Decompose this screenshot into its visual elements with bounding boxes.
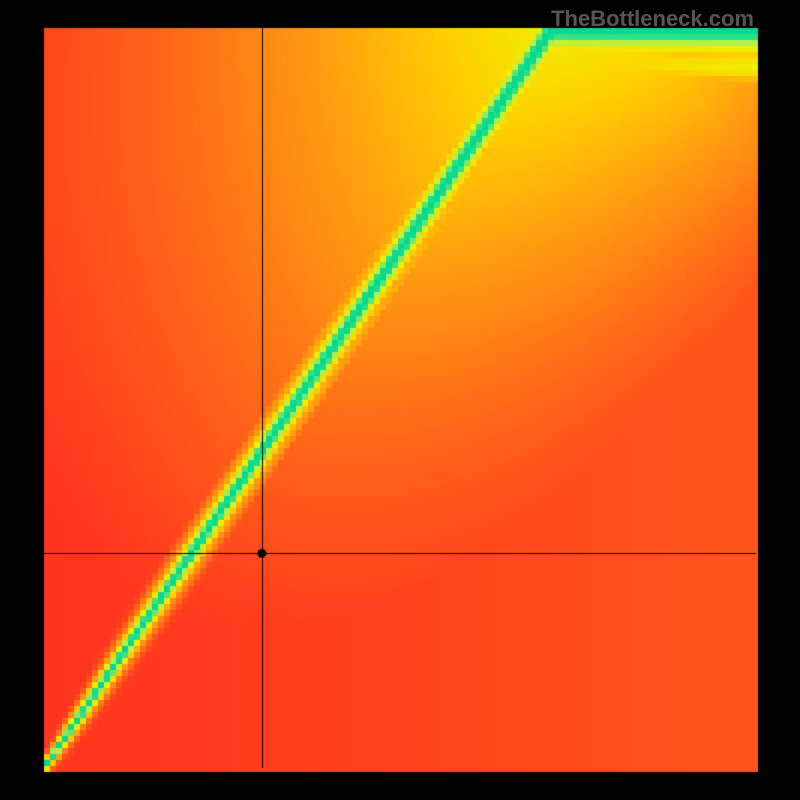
watermark-text: TheBottleneck.com (551, 6, 754, 32)
chart-stage: { "canvas": { "width": 800, "height": 80… (0, 0, 800, 800)
bottleneck-heatmap (0, 0, 800, 800)
